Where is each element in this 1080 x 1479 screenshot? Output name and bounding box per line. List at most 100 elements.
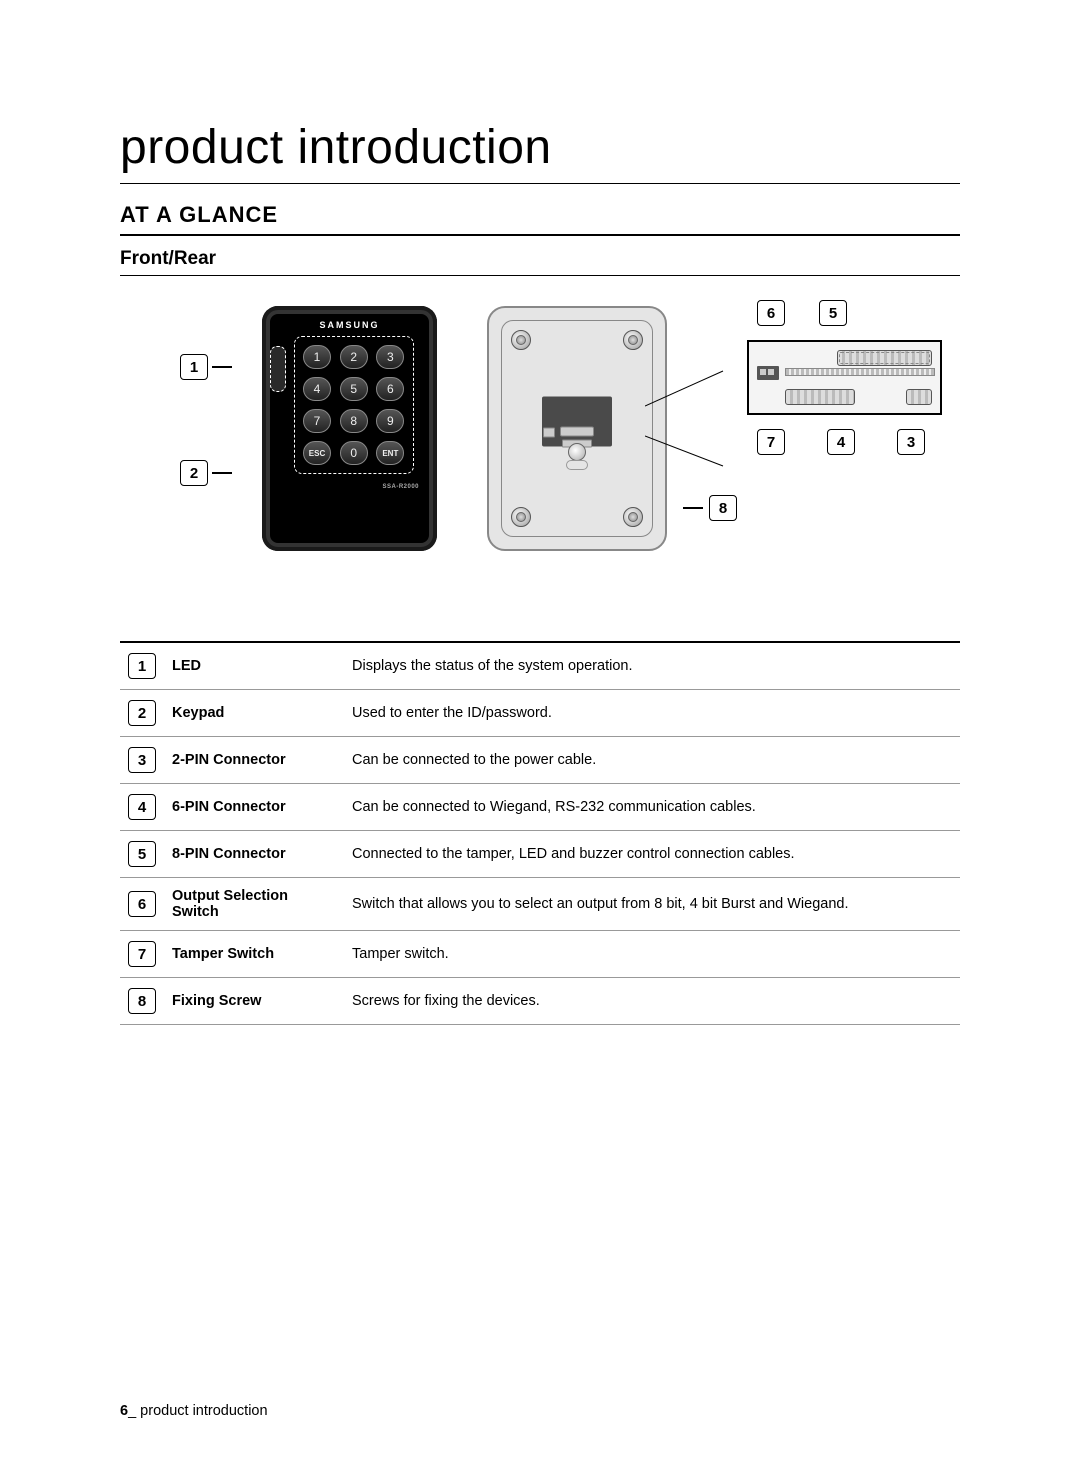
- callout-8: 8: [683, 495, 737, 521]
- callout-box-8: 8: [709, 495, 737, 521]
- connector-8pin: [837, 350, 932, 366]
- row-desc: Displays the status of the system operat…: [344, 642, 960, 690]
- table-row: 6 Output Selection Switch Switch that al…: [120, 878, 960, 931]
- row-num: 8: [128, 988, 156, 1014]
- row-label: Output Selection Switch: [164, 878, 344, 931]
- row-desc: Used to enter the ID/password.: [344, 690, 960, 737]
- spec-table: 1 LED Displays the status of the system …: [120, 641, 960, 1025]
- row-desc: Tamper switch.: [344, 931, 960, 978]
- led-slot: [270, 346, 286, 392]
- connector-6pin: [785, 389, 855, 405]
- key-7: 7: [303, 409, 331, 433]
- table-row: 7 Tamper Switch Tamper switch.: [120, 931, 960, 978]
- page-number: 6: [120, 1403, 128, 1419]
- callout-box-6: 6: [757, 300, 785, 326]
- footer-text: product introduction: [136, 1403, 267, 1419]
- row-num: 6: [128, 891, 156, 917]
- row-label: 8-PIN Connector: [164, 831, 344, 878]
- output-selection-switch: [757, 366, 779, 380]
- key-4: 4: [303, 377, 331, 401]
- table-row: 5 8-PIN Connector Connected to the tampe…: [120, 831, 960, 878]
- row-desc: Screws for fixing the devices.: [344, 978, 960, 1025]
- table-row: 8 Fixing Screw Screws for fixing the dev…: [120, 978, 960, 1025]
- page: product introduction AT A GLANCE Front/R…: [0, 0, 1080, 1479]
- table-row: 3 2-PIN Connector Can be connected to th…: [120, 737, 960, 784]
- table-row: 4 6-PIN Connector Can be connected to Wi…: [120, 784, 960, 831]
- page-footer: 6_ product introduction: [120, 1403, 268, 1419]
- connector-plate: [542, 396, 612, 446]
- zoom-detail: [747, 340, 942, 415]
- guide-line: [917, 413, 918, 415]
- row-num: 4: [128, 794, 156, 820]
- callout-line: [212, 472, 232, 474]
- chapter-title: product introduction: [120, 120, 960, 184]
- row-label: 6-PIN Connector: [164, 784, 344, 831]
- row-desc: Can be connected to Wiegand, RS-232 comm…: [344, 784, 960, 831]
- callout-row: 2: [180, 460, 232, 486]
- callout-line: [212, 366, 232, 368]
- key-1: 1: [303, 345, 331, 369]
- callout-box-4: 4: [827, 429, 855, 455]
- callout-box-5: 5: [819, 300, 847, 326]
- tamper-switch: [568, 443, 586, 461]
- fixing-screw: [511, 330, 531, 350]
- footer-sep: _: [128, 1403, 136, 1419]
- row-desc: Can be connected to the power cable.: [344, 737, 960, 784]
- brand-label: SAMSUNG: [276, 320, 423, 330]
- guide-line: [819, 340, 820, 342]
- guide-line: [777, 413, 778, 415]
- row-num: 1: [128, 653, 156, 679]
- callout-row: 1: [180, 354, 232, 380]
- callout-line: [683, 507, 703, 509]
- row-label: LED: [164, 642, 344, 690]
- row-desc: Connected to the tamper, LED and buzzer …: [344, 831, 960, 878]
- key-0: 0: [340, 441, 368, 465]
- fixing-screw: [623, 507, 643, 527]
- front-device: SAMSUNG 1 2 3 4 5 6 7 8 9 ESC 0 ENT: [262, 306, 437, 551]
- diagram-area: 1 2 SAMSUNG 1 2 3 4 5 6 7 8: [180, 306, 960, 551]
- key-6: 6: [376, 377, 404, 401]
- key-8: 8: [340, 409, 368, 433]
- guide-line: [767, 340, 768, 342]
- rear-wrapper: 8: [467, 306, 667, 551]
- rear-device: [487, 306, 667, 551]
- callout-box-1: 1: [180, 354, 208, 380]
- sub-title: Front/Rear: [120, 248, 960, 276]
- row-num: 7: [128, 941, 156, 967]
- fixing-screw: [623, 330, 643, 350]
- zoom-bottom-labels: 7 4 3: [757, 429, 942, 455]
- zoom-lines-icon: [645, 366, 725, 516]
- callout-box-7: 7: [757, 429, 785, 455]
- row-desc: Switch that allows you to select an outp…: [344, 878, 960, 931]
- row-num: 3: [128, 747, 156, 773]
- section-title: AT A GLANCE: [120, 202, 960, 236]
- key-5: 5: [340, 377, 368, 401]
- row-label: Keypad: [164, 690, 344, 737]
- tamper-ring: [566, 460, 588, 470]
- row-num: 2: [128, 700, 156, 726]
- connector-row: [785, 368, 935, 376]
- zoom-top-labels: 6 5: [757, 300, 942, 326]
- key-2: 2: [340, 345, 368, 369]
- key-9: 9: [376, 409, 404, 433]
- key-3: 3: [376, 345, 404, 369]
- model-label: SSA-R2000: [276, 484, 419, 490]
- keypad-frame: 1 2 3 4 5 6 7 8 9 ESC 0 ENT: [294, 336, 414, 474]
- row-num: 5: [128, 841, 156, 867]
- zoom-box: 6 5 7 4 3: [747, 300, 942, 455]
- fixing-screw: [511, 507, 531, 527]
- row-label: Tamper Switch: [164, 931, 344, 978]
- callout-box-3: 3: [897, 429, 925, 455]
- table-row: 2 Keypad Used to enter the ID/password.: [120, 690, 960, 737]
- front-callouts: 1 2: [180, 306, 232, 486]
- callout-box-2: 2: [180, 460, 208, 486]
- guide-line: [845, 413, 846, 415]
- table-row: 1 LED Displays the status of the system …: [120, 642, 960, 690]
- row-label: Fixing Screw: [164, 978, 344, 1025]
- key-ent: ENT: [376, 441, 404, 465]
- connector-2pin: [906, 389, 932, 405]
- row-label: 2-PIN Connector: [164, 737, 344, 784]
- connector: [560, 426, 594, 436]
- key-esc: ESC: [303, 441, 331, 465]
- keypad: 1 2 3 4 5 6 7 8 9 ESC 0 ENT: [303, 345, 405, 465]
